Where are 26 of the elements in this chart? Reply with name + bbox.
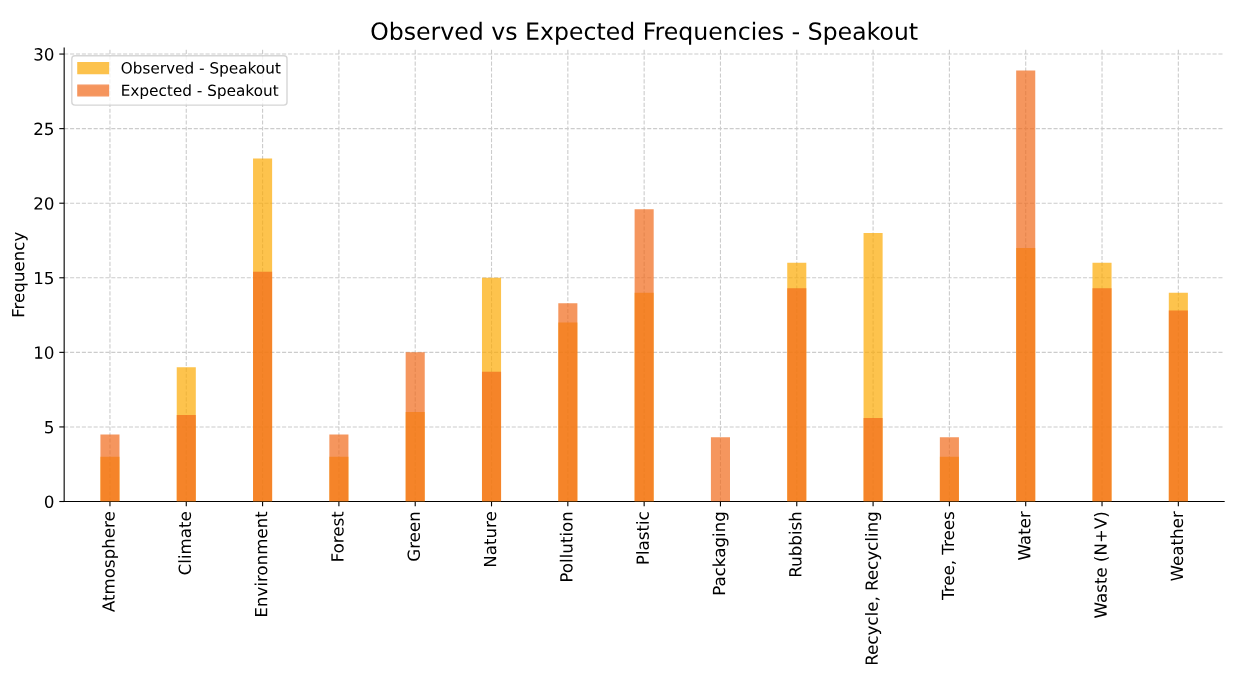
x-tick-label: Weather [1170,511,1184,581]
chart-title: Observed vs Expected Frequencies - Speakout [371,21,918,45]
y-tick-label: 10 [35,346,54,359]
y-tick-label: 5 [45,421,53,434]
x-tick-label: Packaging [712,512,729,595]
x-tick-label: Green [407,512,421,561]
legend-label: Observed - Speakout [121,61,281,77]
y-tick-label: 20 [34,197,54,210]
x-tick-label: Recycle, Recycling [865,512,882,665]
x-tick-label: Water [1018,511,1031,560]
y-tick-label: 25 [34,122,53,136]
x-tick-label: Forest [331,511,344,561]
x-tick-label: Rubbish [788,512,802,577]
x-tick-label: Waste (N+V) [1093,512,1109,618]
y-tick-label: 0 [44,495,54,509]
x-tick-label: Plastic [636,512,649,564]
y-axis-title: Frequency [12,232,28,317]
y-tick-label: 30 [34,48,54,61]
legend-label: Expected - Speakout [122,84,279,100]
x-tick-label: Environment [254,511,268,617]
x-tick-label: Climate [178,512,192,575]
x-tick-label: Nature [483,512,497,567]
x-tick-label: Tree, Trees [941,512,956,600]
y-tick-label: 15 [35,271,53,285]
x-tick-label: Atmosphere [101,512,119,612]
x-tick-label: Pollution [559,512,573,581]
